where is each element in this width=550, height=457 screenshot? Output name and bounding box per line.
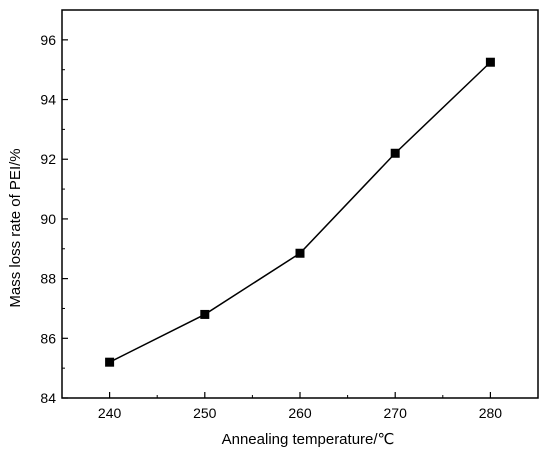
- y-tick-label: 92: [40, 151, 56, 167]
- x-tick-label: 240: [98, 405, 122, 421]
- y-axis-title: Mass loss rate of PEI/%: [7, 148, 24, 307]
- x-tick-label: 260: [288, 405, 312, 421]
- x-tick-label: 250: [193, 405, 217, 421]
- data-point: [390, 148, 400, 158]
- x-tick-label: 270: [384, 405, 408, 421]
- ticks: 84 86 88 90 92 94 96 240 250 260 270 280: [40, 32, 502, 421]
- data-point: [200, 309, 210, 319]
- series-line: [109, 61, 491, 363]
- y-tick-label: 88: [40, 271, 56, 287]
- y-tick-label: 90: [40, 211, 56, 227]
- x-tick-label: 280: [479, 405, 503, 421]
- y-tick-label: 96: [40, 32, 56, 48]
- axes: [61, 9, 539, 399]
- x-axis-title: Annealing temperature/℃: [222, 431, 395, 448]
- data-point: [485, 57, 495, 67]
- y-tick-label: 86: [40, 330, 56, 346]
- data-point: [105, 357, 115, 367]
- plot-frame: [61, 9, 539, 399]
- series-1: [105, 57, 495, 367]
- data-point: [295, 248, 305, 258]
- y-tick-label: 84: [40, 390, 56, 406]
- y-tick-label: 94: [40, 92, 56, 108]
